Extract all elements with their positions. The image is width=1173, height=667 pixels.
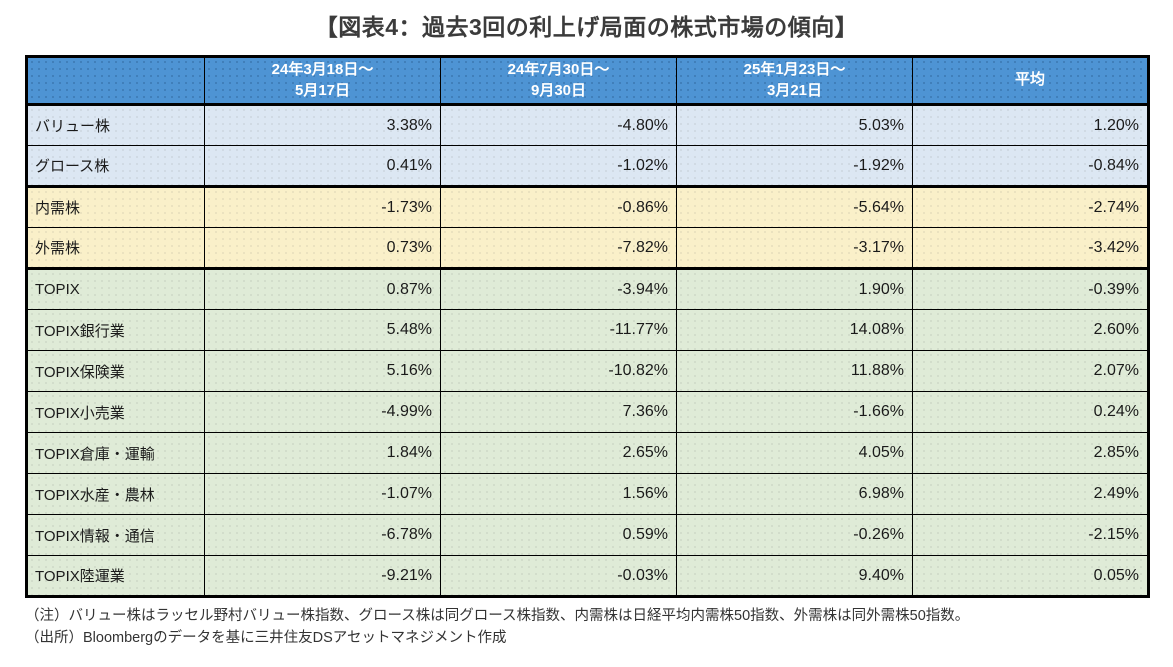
cell-value: -3.17%: [676, 227, 913, 269]
cell-value: 0.73%: [204, 227, 441, 269]
row-label: TOPIX情報・通信: [26, 514, 205, 556]
table-row-topix-land-transport: TOPIX陸運業 -9.21% -0.03% 9.40% 0.05%: [26, 555, 1149, 597]
cell-value: -2.15%: [912, 514, 1149, 556]
cell-value: 3.38%: [204, 104, 441, 146]
cell-value: 14.08%: [676, 309, 913, 351]
table-row-topix-fishery-agriculture: TOPIX水産・農林 -1.07% 1.56% 6.98% 2.49%: [26, 473, 1149, 515]
page-title: 【図表4：過去3回の利上げ局面の株式市場の傾向】: [314, 14, 859, 40]
footnotes: （注）バリュー株はラッセル野村バリュー株指数、グロース株は同グロース株指数、内需…: [25, 606, 1173, 650]
cell-value: -1.66%: [676, 391, 913, 433]
row-label: グロース株: [26, 145, 205, 187]
cell-value: 11.88%: [676, 350, 913, 392]
table-row-growth-stocks: グロース株 0.41% -1.02% -1.92% -0.84%: [26, 145, 1149, 187]
cell-value: -1.07%: [204, 473, 441, 515]
cell-value: 6.98%: [676, 473, 913, 515]
cell-value: -1.92%: [676, 145, 913, 187]
cell-value: -4.99%: [204, 391, 441, 433]
cell-value: -3.42%: [912, 227, 1149, 269]
note-line: （注）バリュー株はラッセル野村バリュー株指数、グロース株は同グロース株指数、内需…: [25, 608, 970, 624]
cell-value: -0.26%: [676, 514, 913, 556]
row-label: TOPIX保険業: [26, 350, 205, 392]
table-row-topix: TOPIX 0.87% -3.94% 1.90% -0.39%: [26, 267, 1149, 310]
column-header-period2: 24年7月30日～ 9月30日: [440, 56, 677, 106]
row-label: TOPIX陸運業: [26, 555, 205, 597]
table-row-value-stocks: バリュー株 3.38% -4.80% 5.03% 1.20%: [26, 104, 1149, 146]
table-row-domestic-demand: 内需株 -1.73% -0.86% -5.64% -2.74%: [26, 185, 1149, 228]
cell-value: 5.16%: [204, 350, 441, 392]
cell-value: -1.02%: [440, 145, 677, 187]
row-label: TOPIX水産・農林: [26, 473, 205, 515]
row-label: TOPIX小売業: [26, 391, 205, 433]
cell-value: -1.73%: [204, 185, 441, 228]
row-label: 内需株: [26, 185, 205, 228]
cell-value: -11.77%: [440, 309, 677, 351]
cell-value: 0.59%: [440, 514, 677, 556]
cell-value: 0.05%: [912, 555, 1149, 597]
row-label: TOPIX銀行業: [26, 309, 205, 351]
table-row-topix-insurance: TOPIX保険業 5.16% -10.82% 11.88% 2.07%: [26, 350, 1149, 392]
cell-value: -0.39%: [912, 267, 1149, 310]
header-row: 24年3月18日～ 5月17日 24年7月30日～ 9月30日 25年1月23日…: [26, 56, 1149, 106]
cell-value: 9.40%: [676, 555, 913, 597]
cell-value: 2.85%: [912, 432, 1149, 474]
row-label: 外需株: [26, 227, 205, 269]
row-label: TOPIX: [26, 267, 205, 310]
cell-value: 5.48%: [204, 309, 441, 351]
table-row-topix-banks: TOPIX銀行業 5.48% -11.77% 14.08% 2.60%: [26, 309, 1149, 351]
cell-value: -0.84%: [912, 145, 1149, 187]
rate-hike-performance-table: 24年3月18日～ 5月17日 24年7月30日～ 9月30日 25年1月23日…: [25, 55, 1150, 598]
cell-value: -4.80%: [440, 104, 677, 146]
cell-value: -9.21%: [204, 555, 441, 597]
cell-value: 7.36%: [440, 391, 677, 433]
table-row-topix-info-communication: TOPIX情報・通信 -6.78% 0.59% -0.26% -2.15%: [26, 514, 1149, 556]
cell-value: -3.94%: [440, 267, 677, 310]
row-label: バリュー株: [26, 104, 205, 146]
table-row-topix-warehousing-transport: TOPIX倉庫・運輸 1.84% 2.65% 4.05% 2.85%: [26, 432, 1149, 474]
cell-value: 2.49%: [912, 473, 1149, 515]
column-header-empty: [26, 56, 205, 106]
cell-value: 2.65%: [440, 432, 677, 474]
cell-value: 2.07%: [912, 350, 1149, 392]
source-line: （出所）Bloombergのデータを基に三井住友DSアセットマネジメント作成: [25, 629, 507, 646]
cell-value: 1.84%: [204, 432, 441, 474]
cell-value: -5.64%: [676, 185, 913, 228]
table-row-topix-retail: TOPIX小売業 -4.99% 7.36% -1.66% 0.24%: [26, 391, 1149, 433]
cell-value: 1.20%: [912, 104, 1149, 146]
cell-value: 1.90%: [676, 267, 913, 310]
cell-value: 4.05%: [676, 432, 913, 474]
column-header-period3: 25年1月23日～ 3月21日: [676, 56, 913, 106]
cell-value: 5.03%: [676, 104, 913, 146]
cell-value: -7.82%: [440, 227, 677, 269]
cell-value: 2.60%: [912, 309, 1149, 351]
cell-value: 1.56%: [440, 473, 677, 515]
cell-value: -0.03%: [440, 555, 677, 597]
cell-value: -6.78%: [204, 514, 441, 556]
cell-value: 0.24%: [912, 391, 1149, 433]
cell-value: 0.41%: [204, 145, 441, 187]
cell-value: 0.87%: [204, 267, 441, 310]
column-header-period1: 24年3月18日～ 5月17日: [204, 56, 441, 106]
cell-value: -10.82%: [440, 350, 677, 392]
cell-value: -2.74%: [912, 185, 1149, 228]
column-header-average: 平均: [912, 56, 1149, 106]
cell-value: -0.86%: [440, 185, 677, 228]
table-row-external-demand: 外需株 0.73% -7.82% -3.17% -3.42%: [26, 227, 1149, 269]
row-label: TOPIX倉庫・運輸: [26, 432, 205, 474]
